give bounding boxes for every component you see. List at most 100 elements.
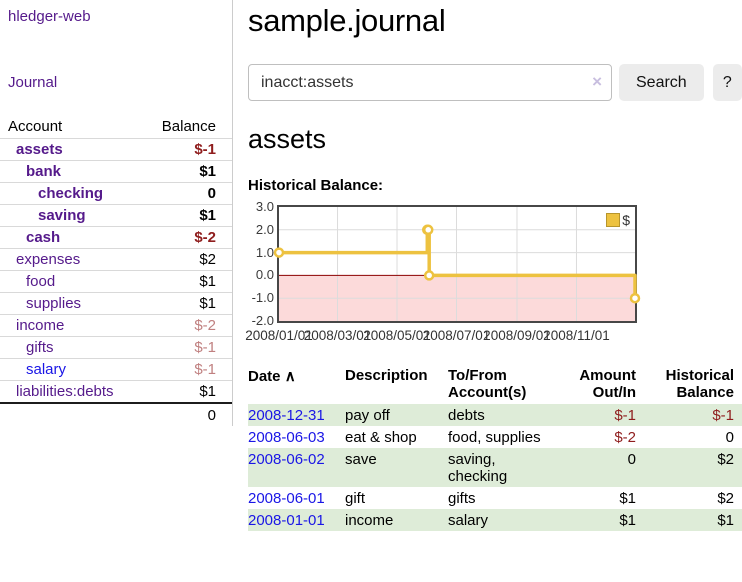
account-heading: assets [248, 124, 327, 154]
transaction-balance: $1 [717, 512, 734, 529]
accounts-tree-body: assets $-1 bank $1 checking 0 saving $1 cash $-2 e… [0, 138, 232, 404]
x-axis-tick-label: 2008/01/01 [245, 328, 313, 343]
y-axis-tick-label: 3.0 [255, 199, 274, 214]
account-link[interactable]: food [26, 273, 56, 290]
legend-label: $ [622, 212, 630, 228]
legend-swatch-icon [606, 213, 621, 227]
account-balance: $1 [140, 204, 232, 227]
x-axis-tick-label: 2008/11/01 [543, 328, 610, 343]
account-link[interactable]: bank [26, 163, 62, 180]
account-row: supplies $1 [0, 292, 232, 315]
x-axis-tick-label: 2008/05/01 [363, 328, 431, 343]
transaction-date-link[interactable]: 2008-01-01 [248, 512, 325, 529]
transaction-description: income [345, 512, 394, 529]
transaction-accounts: saving, checking [448, 451, 508, 485]
register-col-balance: Historical Balance [665, 367, 734, 401]
transaction-balance: $2 [717, 451, 734, 468]
transaction-accounts: debts [448, 407, 485, 424]
register-body: 2008-12-31 pay off debts $-1 $-1 2008-06-03 ea… [248, 404, 742, 531]
transaction-balance: $-1 [712, 407, 734, 424]
register-row: 2008-01-01 income salary $1 $1 [248, 509, 742, 531]
transaction-date-link[interactable]: 2008-06-03 [248, 429, 325, 446]
transaction-date-link[interactable]: 2008-06-02 [248, 451, 325, 468]
search-form: × Search ? [248, 64, 742, 101]
sidebar-item-journal[interactable]: Journal [8, 74, 58, 91]
transaction-description: eat & shop [345, 429, 417, 446]
search-button[interactable]: Search [619, 64, 704, 101]
chart-canvas [273, 207, 641, 321]
search-input[interactable] [248, 64, 612, 101]
chart-legend: $ [606, 212, 630, 228]
sidebar-divider [232, 0, 233, 426]
account-row: cash $-2 [0, 226, 232, 249]
account-row: saving $1 [0, 204, 232, 227]
clear-search-icon[interactable]: × [592, 72, 602, 91]
account-link[interactable]: checking [38, 185, 104, 202]
search-input-wrap: × [248, 64, 612, 101]
register-row: 2008-12-31 pay off debts $-1 $-1 [248, 404, 742, 426]
register-table: Date ∧ Description To/From Account(s) Am… [248, 365, 742, 531]
y-axis-tick-label: 0.0 [255, 267, 274, 283]
transaction-accounts: gifts [448, 490, 476, 507]
account-balance: $1 [140, 270, 232, 293]
y-axis-tick-label: 1.0 [255, 244, 274, 260]
account-row: salary $-1 [0, 358, 232, 381]
sidebar: hledger-web Journal Account Balance asse… [0, 0, 232, 426]
transaction-description: save [345, 451, 377, 468]
account-row: gifts $-1 [0, 336, 232, 359]
accounts-col-account: Account [0, 116, 140, 139]
accounts-total-row: 0 [0, 402, 232, 426]
account-link[interactable]: assets [16, 141, 63, 158]
account-balance: $-2 [140, 226, 232, 249]
transaction-amount: $-1 [614, 407, 636, 424]
register-row: 2008-06-02 save saving, checking 0 $2 [248, 448, 742, 487]
transaction-balance: 0 [725, 429, 734, 446]
account-link[interactable]: saving [38, 207, 86, 224]
account-row: expenses $2 [0, 248, 232, 271]
accounts-header-row: Account Balance [0, 116, 232, 139]
account-row: checking 0 [0, 182, 232, 205]
account-link[interactable]: salary [26, 361, 67, 378]
register-row: 2008-06-01 gift gifts $1 $2 [248, 487, 742, 509]
x-axis-tick-label: 2008/03/01 [303, 328, 372, 343]
transaction-date-link[interactable]: 2008-12-31 [248, 407, 325, 424]
chart-title: Historical Balance: [248, 177, 384, 194]
transaction-amount: $1 [619, 512, 636, 529]
transaction-accounts: salary [448, 512, 489, 529]
account-link[interactable]: income [16, 317, 65, 334]
accounts-col-balance: Balance [140, 116, 232, 139]
sort-asc-icon: ∧ [284, 368, 296, 385]
account-row: assets $-1 [0, 138, 232, 161]
account-link[interactable]: cash [26, 229, 61, 246]
transaction-amount: 0 [627, 451, 636, 468]
account-balance: $-1 [140, 358, 232, 381]
account-row: food $1 [0, 270, 232, 293]
transaction-amount: $1 [619, 490, 636, 507]
transaction-balance: $2 [717, 490, 734, 507]
account-balance: $1 [140, 380, 232, 404]
account-balance: $1 [140, 292, 232, 315]
account-link[interactable]: supplies [26, 295, 82, 312]
main-content: sample.journal × Search ? assets Histori… [245, 0, 742, 531]
help-button[interactable]: ? [712, 64, 742, 101]
register-col-accounts: To/From Account(s) [448, 367, 527, 401]
register-col-amount: Amount Out/In [579, 367, 636, 401]
transaction-amount: $-2 [614, 429, 636, 446]
register-col-date: Date ∧ [248, 368, 296, 385]
accounts-tree-table: Account Balance assets $-1 bank $1 checking 0… [0, 116, 232, 426]
chart-plot-area: $ [273, 205, 641, 323]
account-row: income $-2 [0, 314, 232, 337]
transaction-date-link[interactable]: 2008-06-01 [248, 490, 325, 507]
app-title-link[interactable]: hledger-web [8, 8, 91, 25]
transaction-description: pay off [345, 407, 390, 424]
account-row: liabilities:debts $1 [0, 380, 232, 404]
account-link[interactable]: expenses [16, 251, 81, 268]
register-col-description: Description [345, 367, 428, 384]
account-link[interactable]: liabilities:debts [16, 383, 114, 400]
account-link[interactable]: gifts [26, 339, 54, 356]
y-axis-tick-label: -2.0 [251, 313, 274, 328]
y-axis-tick-label: 2.0 [255, 221, 274, 237]
account-balance: $2 [140, 248, 232, 271]
x-axis-tick-label: 2008/09/01 [483, 328, 551, 343]
account-balance: $-1 [140, 138, 232, 161]
